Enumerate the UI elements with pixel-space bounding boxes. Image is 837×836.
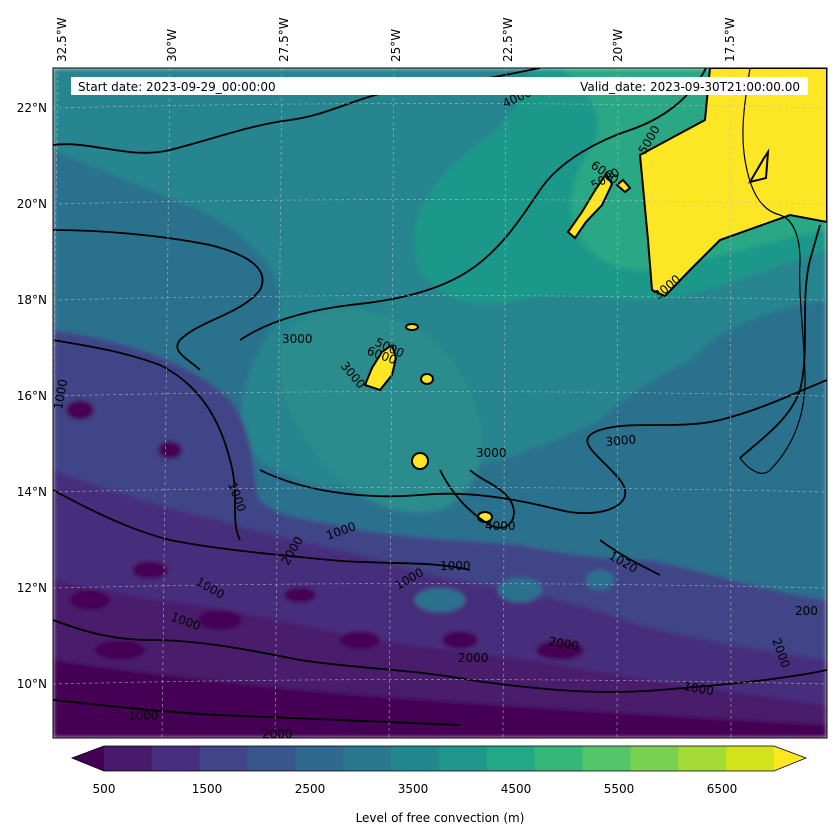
colorbar-tick: 3500 <box>398 782 429 796</box>
contour-label: 2000 <box>458 651 489 665</box>
colorbar-segment <box>486 746 536 771</box>
high-lfc-patches <box>363 68 827 523</box>
contour-label: 1000 <box>128 709 159 723</box>
contour-label: 4000 <box>485 519 516 533</box>
colorbar-tick: 1500 <box>192 782 223 796</box>
header-box <box>71 77 808 95</box>
contour-label: 1000 <box>51 378 70 411</box>
colorbar-tick: 500 <box>93 782 116 796</box>
colorbar-segment <box>343 746 392 771</box>
lon-label: 25°W <box>389 29 403 62</box>
colorbar-tick: 5500 <box>604 782 635 796</box>
colorbar-outline <box>70 745 808 772</box>
colorbar: 500 1500 2500 3500 4500 5500 6500 Level … <box>70 745 808 825</box>
colorbar-segment <box>199 746 249 771</box>
colorbar-segment <box>630 746 679 771</box>
valid-date-text: Valid_date: 2023-09-30T21:00:00.00 <box>580 80 800 94</box>
colorbar-segment <box>534 746 584 771</box>
start-date-text: Start date: 2023-09-29_00:00:00 <box>78 80 276 94</box>
lon-label: 32.5°W <box>55 17 69 62</box>
lon-label: 27.5°W <box>277 17 291 62</box>
contour-label: 3000 <box>282 332 313 346</box>
colorbar-segment <box>439 746 488 771</box>
contour-label: 200 <box>795 604 818 618</box>
lon-label: 30°W <box>165 29 179 62</box>
contour-lines <box>53 68 827 726</box>
contour-label: 1000 <box>440 559 471 573</box>
contour-label: 3000 <box>605 432 637 449</box>
longitude-labels: 32.5°W 30°W 27.5°W 25°W 22.5°W 20°W 17.5… <box>55 17 737 62</box>
latitude-labels: 22°N 20°N 18°N 16°N 14°N 12°N 10°N <box>17 101 47 691</box>
colorbar-tick: 2500 <box>295 782 326 796</box>
colorbar-segment <box>295 746 344 771</box>
lat-label: 22°N <box>17 101 47 115</box>
colorbar-segment <box>582 746 631 771</box>
colorbar-tick: 6500 <box>707 782 738 796</box>
lat-label: 18°N <box>17 293 47 307</box>
colorbar-extend-high <box>774 746 806 771</box>
lat-label: 14°N <box>17 485 47 499</box>
map-frame <box>52 67 828 739</box>
colorbar-segment <box>391 746 440 771</box>
colorbar-tick: 4500 <box>501 782 532 796</box>
lat-label: 20°N <box>17 197 47 211</box>
contour-label: 2000 <box>262 727 293 741</box>
colorbar-segment <box>247 746 296 771</box>
colorbar-extend-low <box>72 746 104 771</box>
map-panel: 1000 1000 1000 1000 1000 1000 1000 1000 … <box>51 68 827 741</box>
colorbar-label: Level of free convection (m) <box>356 811 525 825</box>
lat-label: 12°N <box>17 581 47 595</box>
colorbar-ticks: 500 1500 2500 3500 4500 5500 6500 <box>93 782 738 796</box>
gridlines <box>53 68 827 738</box>
colorbar-segment <box>104 746 153 771</box>
colorbar-segments <box>72 746 806 771</box>
contour-label: 3000 <box>476 446 507 460</box>
colorbar-segment <box>726 746 775 771</box>
lon-label: 17.5°W <box>723 17 737 62</box>
lon-label: 22.5°W <box>501 17 515 62</box>
contour-label: 1000 <box>682 679 715 698</box>
colorbar-segment <box>151 746 201 771</box>
lat-label: 16°N <box>17 389 47 403</box>
contour-label: 2000 <box>547 634 580 653</box>
colorbar-segment <box>678 746 727 771</box>
coastline <box>739 68 806 474</box>
lon-label: 20°W <box>611 29 625 62</box>
lat-label: 10°N <box>17 677 47 691</box>
